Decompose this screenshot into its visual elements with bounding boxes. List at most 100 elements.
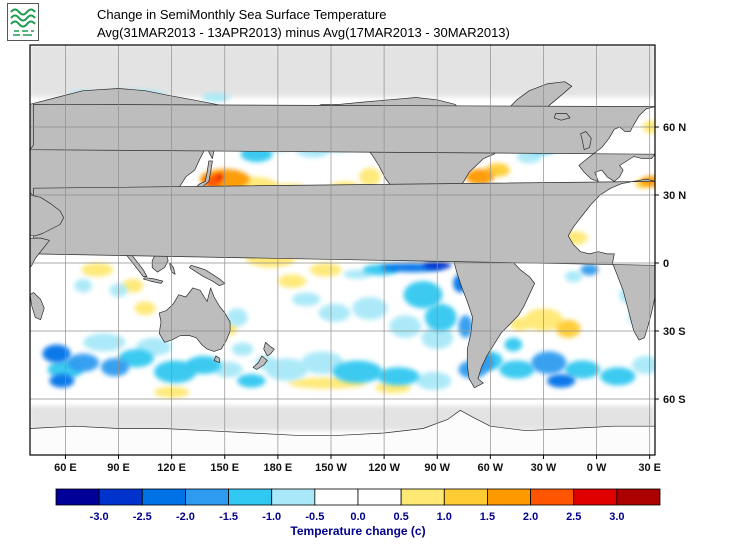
lon-axis-label: 60 E — [54, 462, 77, 474]
sst-anomaly-region — [377, 367, 420, 386]
land-iceland — [553, 113, 571, 121]
sst-anomaly-region — [458, 315, 473, 338]
land-british-isles — [580, 131, 592, 151]
colorbar-segment — [141, 488, 186, 506]
land-sumatra — [125, 251, 148, 277]
sst-anomaly-region — [509, 317, 532, 332]
sst-anomaly-region — [415, 371, 452, 390]
land-europe — [30, 103, 655, 182]
lat-axis-label: 30 S — [663, 326, 686, 338]
colorbar: -3.0 -2.5 -2.0 -1.5 -1.0 -0.5 0.0 0.5 1.0 1.5 2.0 2… — [55, 488, 661, 538]
colorbar-segment — [400, 488, 445, 506]
land-arabia — [30, 194, 64, 237]
sst-anomaly-region — [153, 360, 197, 384]
colorbar-segment — [573, 488, 618, 506]
sst-anomaly-region — [465, 168, 494, 185]
colorbar-tick-label: -3.0 — [90, 511, 109, 523]
colorbar-title: Temperature change (c) — [290, 524, 425, 538]
sst-anomaly-region — [504, 337, 523, 352]
wave-icon — [10, 8, 36, 16]
colorbar-segment — [185, 488, 229, 506]
lat-axis-label: 60 N — [663, 122, 686, 134]
colorbar-segment — [55, 488, 100, 506]
lon-axis-label: 120 E — [157, 462, 186, 474]
sst-anomaly-region — [49, 374, 75, 388]
lon-axis-label: 0 W — [587, 462, 607, 474]
sst-anomaly-region — [564, 360, 601, 379]
sst-anomaly-region — [215, 174, 223, 180]
map-border — [29, 44, 656, 456]
sst-anomaly-region — [292, 292, 321, 307]
sst-anomaly-region — [424, 303, 457, 332]
lon-axis-label: 30 W — [531, 462, 557, 474]
land-java — [142, 277, 164, 284]
colorbar-tick-label: 0.5 — [393, 511, 408, 523]
sst-anomaly-region — [277, 274, 307, 288]
colorbar-tick-label: -1.0 — [262, 511, 281, 523]
colorbar-segment — [443, 488, 488, 506]
wave-icon — [10, 20, 36, 28]
sst-anomaly-region — [403, 281, 443, 309]
colorbar-tick-label: 1.5 — [480, 511, 495, 523]
sst-anomaly-region — [332, 360, 383, 384]
colorbar-segment — [228, 488, 273, 506]
sst-anomaly-region — [122, 278, 144, 293]
colorbar-segment — [314, 488, 359, 506]
sst-anomaly-region — [100, 358, 130, 377]
sst-anomaly-region — [214, 361, 243, 378]
lon-axis-label: 90 W — [424, 462, 450, 474]
colorbar-tick-label: 2.5 — [566, 511, 581, 523]
sst-anomaly-region — [118, 349, 154, 368]
grid-layer — [29, 44, 656, 456]
lat-axis-label: 30 N — [663, 190, 686, 202]
sst-anomaly-region — [81, 263, 114, 277]
sst-anomaly-region — [237, 374, 266, 388]
sst-anomaly-region — [226, 308, 248, 327]
land-new-zealand-north — [263, 341, 275, 357]
colorbar-tick-label: -0.5 — [305, 511, 324, 523]
sst-anomaly-region — [546, 374, 576, 388]
sst-anomaly-region — [600, 367, 636, 386]
land-antarctica — [30, 409, 655, 455]
sst-anomaly-region — [352, 297, 388, 320]
cola-waves-logo — [7, 3, 39, 41]
colorbar-tick-label: -2.5 — [133, 511, 152, 523]
sst-anomaly-region — [201, 92, 231, 103]
wave-icon — [10, 14, 36, 22]
sst-anomaly-region — [231, 342, 254, 356]
sst-anomaly-region — [631, 355, 655, 375]
colorbar-tick-label: 2.0 — [523, 511, 538, 523]
land-africa — [33, 178, 655, 341]
colorbar-tick-label: 3.0 — [609, 511, 624, 523]
colorbar-segment — [487, 488, 531, 506]
land-tasmania — [213, 355, 220, 364]
lon-axis-label: 150 W — [315, 462, 347, 474]
colorbar-segment — [357, 488, 402, 506]
antarctic-sea-ice — [30, 405, 655, 431]
colorbar-segment — [616, 488, 661, 506]
axis-layer: 60 E 90 E 120 E 150 E 180 E 150 W 120 W 90 W 60 … — [54, 122, 686, 474]
colorbar-tick-label: 1.0 — [437, 511, 452, 523]
lat-axis-label: 60 S — [663, 394, 686, 406]
logo-text-marks — [13, 30, 34, 36]
sst-anomaly-region — [134, 301, 156, 316]
colorbar-tick-label: 0.0 — [350, 511, 365, 523]
sst-anomaly-region — [74, 278, 92, 293]
sst-anomaly-region — [555, 319, 581, 338]
land-new-zealand-south — [252, 355, 268, 370]
colorbar-tick-label: -1.5 — [219, 511, 238, 523]
lat-axis-label: 0 — [663, 258, 669, 270]
lon-axis-label: 90 E — [107, 462, 130, 474]
page-title: Change in SemiMonthly Sea Surface Temper… — [97, 7, 387, 22]
sst-anomaly-region — [359, 167, 381, 186]
sst-anomaly-region — [185, 355, 222, 375]
sst-anomaly-region — [318, 303, 351, 322]
colorbar-segment — [98, 488, 143, 506]
map-canvas — [30, 45, 655, 455]
lon-axis-label: 180 E — [264, 462, 293, 474]
sst-anomaly-region — [564, 270, 583, 283]
lon-axis-label: 60 W — [477, 462, 503, 474]
lon-axis-label: 120 W — [368, 462, 400, 474]
